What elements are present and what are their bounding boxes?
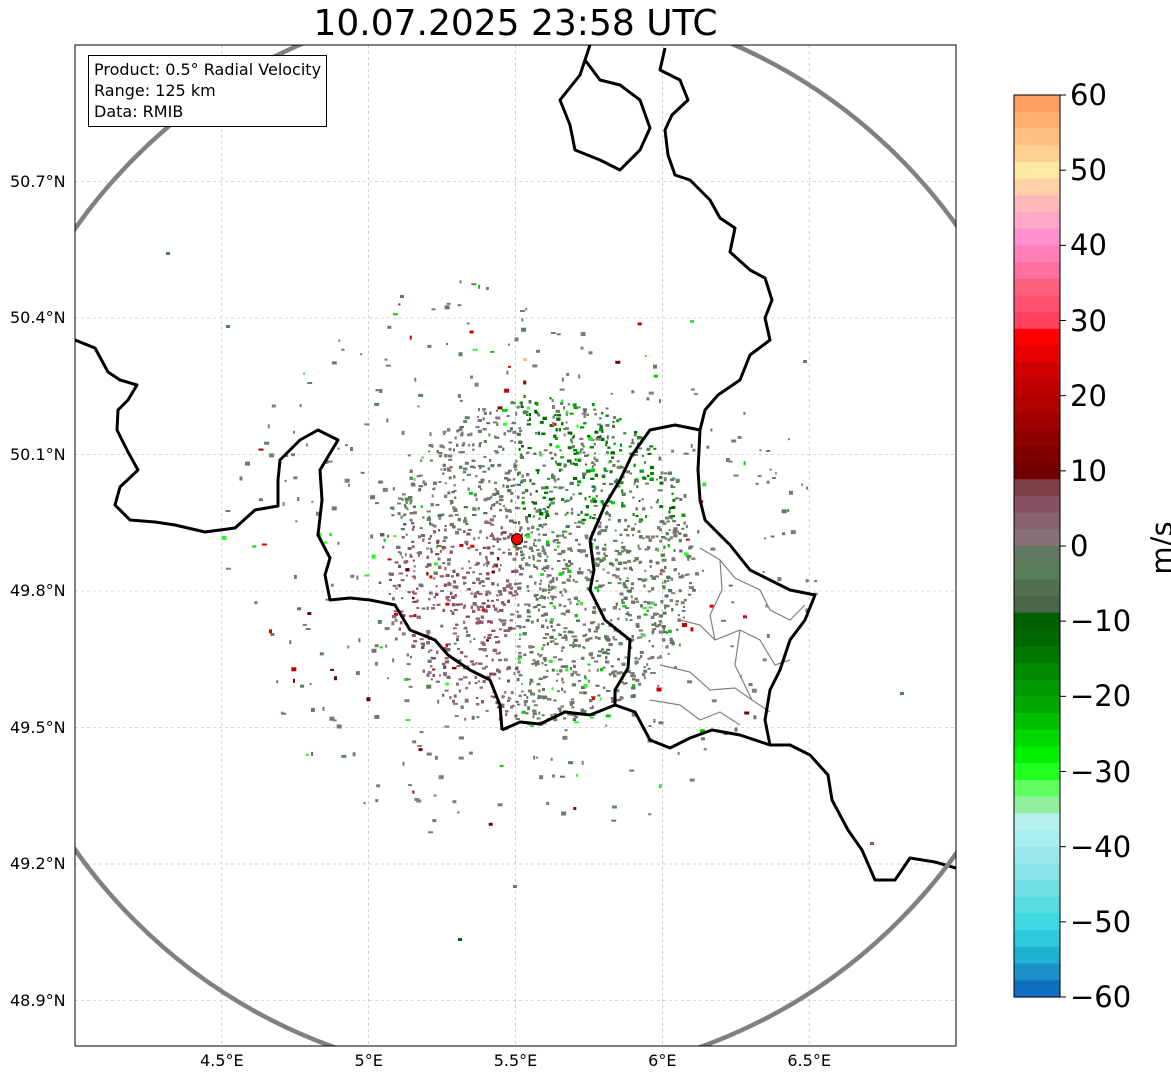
colorbar-tick-label: 60 [1070,78,1107,112]
colorbar-band [1014,946,1060,965]
colorbar-band [1014,612,1060,631]
lat-tick-label: 49.5°N [10,717,66,737]
lat-tick-label: 50.4°N [10,308,66,327]
colorbar-band [1014,395,1060,413]
colorbar-band [1014,579,1060,597]
colorbar-band [1014,779,1060,798]
colorbar-band [1014,445,1060,464]
radar-site-marker [510,533,523,546]
lat-tick-label: 50.7°N [10,171,66,191]
colorbar-band [1014,596,1060,614]
colorbar-band [1014,95,1060,113]
data-source-label: Data: RMIB [94,102,184,121]
colorbar-ticks [1060,94,1066,998]
colorbar-band [1014,462,1060,480]
colorbar-band [1014,128,1060,146]
radar-echoes [166,252,904,941]
product-info-box: Product: 0.5° Radial Velocity Range: 125… [88,55,328,127]
colorbar-band [1014,646,1060,664]
colorbar-band [1014,746,1060,764]
lon-tick-label: 5.5°E [493,1051,538,1070]
colorbar-bands [1014,95,1060,998]
colorbar-band [1014,429,1060,447]
colorbar-band [1014,228,1060,246]
colorbar-band [1014,696,1060,714]
country-borders [75,45,956,882]
lon-tick-label: 5°E [354,1051,383,1070]
colorbar-band [1014,345,1060,363]
colorbar-tick-label: −50 [1070,904,1132,939]
colorbar-tick-label: −10 [1070,604,1132,639]
lat-tick-label: 49.8°N [10,581,66,600]
colorbar-tick-label: 50 [1070,153,1107,188]
colorbar-band [1014,729,1060,748]
colorbar-band [1014,145,1060,163]
colorbar-band [1014,796,1060,814]
plot-frame [74,44,957,1047]
colorbar-band [1014,111,1060,130]
colorbar-band [1014,195,1060,213]
lon-tick-label: 6°E [648,1051,677,1070]
colorbar-band [1014,763,1060,781]
colorbar-band [1014,479,1060,497]
colorbar-tick-label: −20 [1070,679,1132,714]
colorbar-band [1014,913,1060,931]
colorbar-band [1014,963,1060,981]
colorbar-band [1014,662,1060,681]
colorbar-band [1014,245,1060,263]
lat-tick-label: 49.2°N [10,854,66,873]
colorbar-band [1014,178,1060,196]
lon-tick-label: 4.5°E [200,1051,244,1070]
colorbar-band [1014,262,1060,280]
colorbar-band [1014,328,1060,347]
map-title: 10.07.2025 23:58 UTC [313,3,718,44]
colorbar-band [1014,412,1060,430]
colorbar-tick-label: 40 [1070,228,1107,263]
colorbar-band [1014,512,1060,530]
lat-tick-label: 48.9°N [10,990,66,1010]
colorbar-band [1014,629,1060,647]
colorbar-band [1014,713,1060,731]
colorbar-band [1014,846,1060,864]
colorbar-tick-label: −60 [1070,980,1132,1014]
colorbar-band [1014,896,1060,915]
lon-tick-label: 6.5°E [787,1051,831,1070]
colorbar-band [1014,295,1060,313]
colorbar-band [1014,211,1060,230]
colorbar-band [1014,312,1060,330]
colorbar-tick-label: −40 [1070,829,1132,864]
colorbar-unit-label: m/s [1145,521,1171,575]
colorbar-band [1014,161,1060,180]
colorbar-tick-label: 0 [1070,529,1089,563]
colorbar-band [1014,679,1060,697]
colorbar-band [1014,863,1060,881]
lat-tick-label: 50.1°N [10,444,66,464]
colorbar-band [1014,813,1060,831]
colorbar-band [1014,495,1060,514]
colorbar-band [1014,362,1060,380]
colorbar-band [1014,880,1060,898]
colorbar-tick-label: −30 [1070,754,1132,789]
colorbar-band [1014,829,1060,848]
colorbar-band [1014,529,1060,547]
admin-borders [649,547,806,726]
colorbar-band [1014,378,1060,397]
colorbar-band [1014,930,1060,948]
colorbar-tick-label: 30 [1070,303,1107,338]
colorbar-tick-label: 10 [1070,453,1107,488]
range-label: Range: 125 km [94,81,216,100]
colorbar-band [1014,562,1060,581]
colorbar-band [1014,546,1060,564]
colorbar-band [1014,980,1060,998]
colorbar [1013,94,1066,998]
colorbar-band [1014,278,1060,297]
product-label: Product: 0.5° Radial Velocity [94,60,322,79]
colorbar-tick-label: 20 [1070,378,1107,413]
